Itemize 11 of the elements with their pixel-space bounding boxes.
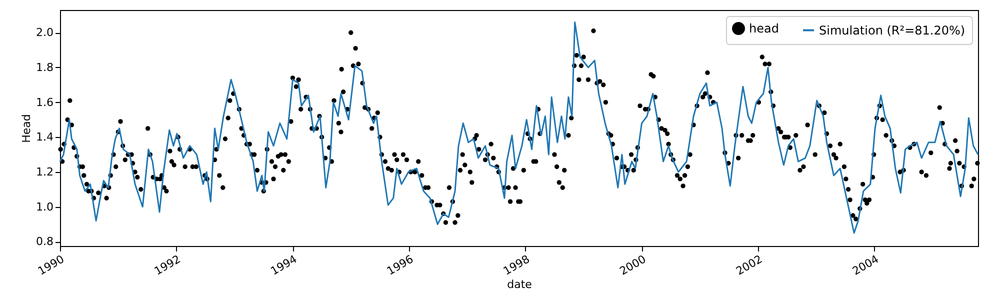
y-tick-label: 1.0 [36, 200, 54, 214]
y-axis-title: Head [20, 114, 34, 143]
y-tick-label: 1.2 [36, 165, 54, 178]
x-axis-title: date [507, 278, 532, 290]
y-tick-label: 1.6 [36, 96, 54, 109]
y-tick-label: 0.8 [36, 235, 54, 248]
y-tick-label: 1.4 [36, 130, 54, 144]
y-tick-label: 1.8 [36, 60, 54, 74]
y-tick-label: 2.0 [36, 26, 54, 40]
legend-label: Simulation (R²=81.20%) [819, 23, 966, 38]
legend-label: head [749, 22, 779, 36]
